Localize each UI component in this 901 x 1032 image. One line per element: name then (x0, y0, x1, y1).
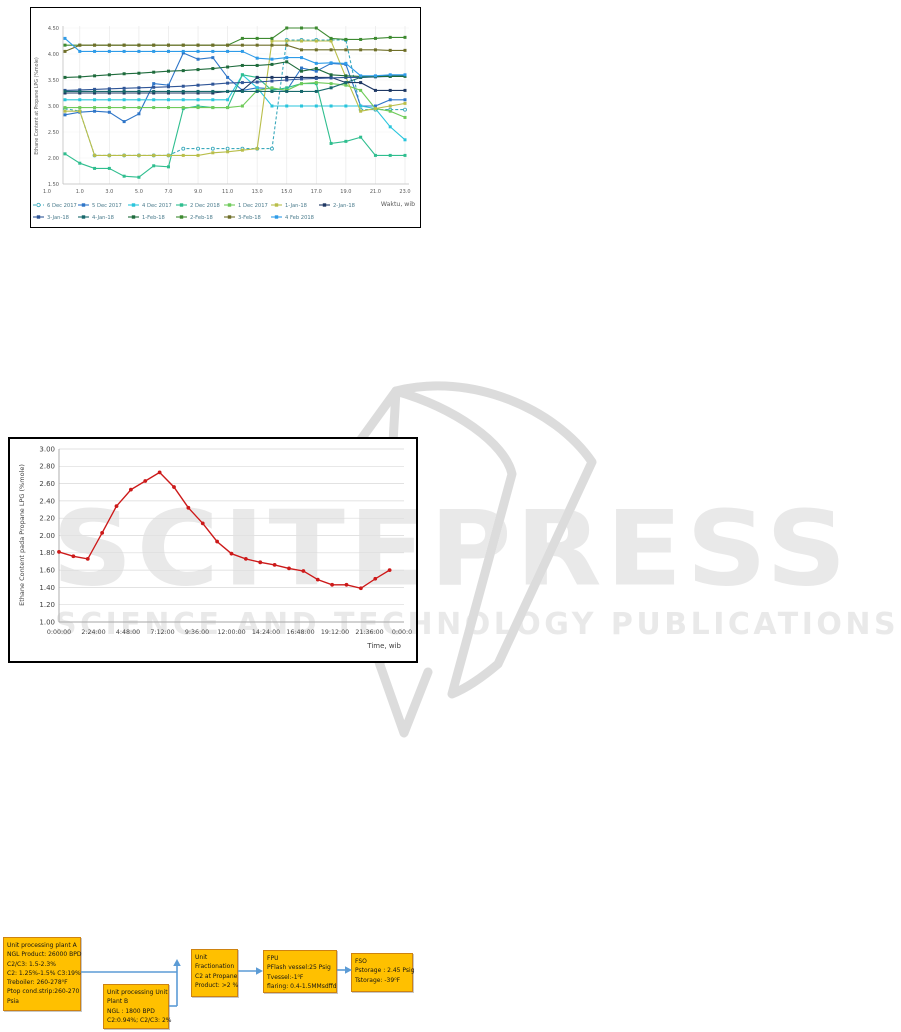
svg-text:2.00: 2.00 (39, 532, 55, 540)
svg-text:1.00: 1.00 (39, 618, 55, 626)
svg-text:2.50: 2.50 (48, 130, 59, 136)
flow-box-line: Unit processing Unit (107, 989, 168, 996)
flow-box-line: PFlash vessel:25 Psig (267, 964, 331, 972)
svg-text:3.00: 3.00 (48, 104, 59, 110)
svg-text:14:24:00: 14:24:00 (252, 629, 280, 636)
svg-text:17.0: 17.0 (311, 189, 322, 195)
svg-text:4 Dec 2017: 4 Dec 2017 (142, 203, 172, 209)
svg-text:Time, wib: Time, wib (366, 642, 401, 650)
ethane-content-daily-chart-svg: 1.50 2.00 2.50 3.00 3.50 4.00 4.50 1.0 1.0 3.0 5.0… (33, 26, 415, 221)
svg-text:4 Feb 2018: 4 Feb 2018 (285, 215, 314, 221)
flow-box-line: Ptop cond.strip:260-270 (7, 988, 80, 996)
svg-text:1.0: 1.0 (76, 189, 84, 195)
svg-text:2-Feb-18: 2-Feb-18 (190, 215, 213, 221)
svg-text:4.00: 4.00 (48, 52, 59, 58)
svg-text:2.40: 2.40 (39, 497, 55, 505)
flow-box-line: Treboiler: 260-278⁰F (7, 979, 68, 987)
flow-box-line: Psia (7, 997, 19, 1005)
svg-text:1.50: 1.50 (48, 182, 59, 188)
ethane-content-daily-chart: 1.50 2.00 2.50 3.00 3.50 4.00 4.50 1.0 1.0 3.0 5.0… (30, 7, 421, 228)
arrowhead-up-icon (173, 959, 181, 966)
flow-box-line: Plant B (107, 998, 129, 1006)
svg-text:12:00:00: 12:00:00 (217, 629, 245, 636)
flow-box-line: Fractionation (195, 963, 235, 971)
arrowhead-right-icon (256, 967, 263, 975)
svg-text:1.80: 1.80 (39, 549, 55, 557)
svg-text:7:12:00: 7:12:00 (150, 629, 174, 636)
flow-box-line: Tstorage: -39⁰F (355, 976, 401, 984)
svg-text:4:48:00: 4:48:00 (116, 629, 140, 636)
svg-text:11.0: 11.0 (222, 189, 233, 195)
svg-text:1.60: 1.60 (39, 567, 55, 575)
svg-text:3-Feb-18: 3-Feb-18 (238, 215, 261, 221)
flow-box-line: C2:0.94%; C2/C3: 2% (107, 1016, 172, 1024)
svg-text:5.0: 5.0 (135, 189, 143, 195)
flow-box-line: Pstorage : 2.45 Psig (355, 967, 415, 975)
svg-text:1.40: 1.40 (39, 584, 55, 592)
flow-box-line: Unit processing plant A (7, 942, 77, 949)
svg-text:15.0: 15.0 (281, 189, 292, 195)
flow-box-plant-a: Unit processing plant A NGL Product: 260… (3, 937, 81, 1011)
svg-text:2.20: 2.20 (39, 515, 55, 523)
svg-text:19.0: 19.0 (340, 189, 351, 195)
svg-text:9.0: 9.0 (194, 189, 202, 195)
svg-text:2.00: 2.00 (48, 156, 59, 162)
svg-text:3.00: 3.00 (39, 445, 55, 453)
svg-text:2.80: 2.80 (39, 463, 55, 471)
svg-text:6 Dec 2017: 6 Dec 2017 (47, 203, 77, 209)
flow-box-line: NGL Product: 26000 BPD (7, 951, 82, 959)
svg-text:2-Jan-18: 2-Jan-18 (333, 203, 355, 209)
svg-text:2 Dec 2018: 2 Dec 2018 (190, 203, 220, 209)
flow-box-line: NGL : 1800 BPD (107, 1007, 155, 1015)
svg-text:21.0: 21.0 (370, 189, 381, 195)
svg-text:0:00:00: 0:00:00 (47, 629, 71, 636)
flow-box-line: C2 at Propane (195, 972, 238, 980)
svg-text:Ethane Content pada Propane LP: Ethane Content pada Propane LPG (%mole) (18, 464, 26, 606)
svg-text:9:36:00: 9:36:00 (185, 629, 209, 636)
svg-text:1 Dec 2017: 1 Dec 2017 (238, 203, 268, 209)
watermark-subtitle: SCIENCE AND TECHNOLOGY PUBLICATIONS (55, 607, 900, 642)
flow-box-line: Tvessel:-1⁰F (267, 973, 304, 981)
watermark-title: SCITEPRESS (52, 489, 851, 610)
svg-text:4-Jan-18: 4-Jan-18 (92, 215, 114, 221)
svg-text:3.0: 3.0 (105, 189, 113, 195)
flow-box-line: C2: 1.25%-1.5% C3:19% (7, 969, 81, 977)
flow-box-fso: FSO Pstorage : 2.45 Psig Tstorage: -39⁰F (351, 953, 415, 992)
svg-text:4.50: 4.50 (48, 26, 59, 32)
svg-text:23.0: 23.0 (399, 189, 410, 195)
svg-text:Waktu, wib: Waktu, wib (381, 201, 415, 208)
svg-text:1.0: 1.0 (43, 189, 51, 195)
svg-text:2.60: 2.60 (39, 480, 55, 488)
svg-text:7.0: 7.0 (165, 189, 173, 195)
flow-box-line: FSO (355, 958, 367, 965)
flow-box-line: FPU (267, 955, 279, 962)
flow-box-line: Product: >2 % (195, 981, 239, 989)
svg-text:5 Dec 2017: 5 Dec 2017 (92, 203, 122, 209)
flow-box-fpu: FPU PFlash vessel:25 Psig Tvessel:-1⁰F f… (263, 950, 337, 993)
svg-text:1-Feb-18: 1-Feb-18 (142, 215, 165, 221)
svg-text:1-Jan-18: 1-Jan-18 (285, 203, 307, 209)
svg-text:13.0: 13.0 (252, 189, 263, 195)
svg-text:3.50: 3.50 (48, 78, 59, 84)
svg-text:1.20: 1.20 (39, 601, 55, 609)
flow-box-line: C2/C3: 1.5-2.3% (7, 960, 56, 968)
flow-box-line: flaring: 0.4-1.5MMsdffd (267, 982, 337, 990)
svg-text:2:24:00: 2:24:00 (81, 629, 105, 636)
svg-text:Ethane Content at Propane LPG: Ethane Content at Propane LPG (%mole) (34, 57, 40, 155)
flow-box-fractionation: Unit Fractionation C2 at Propane Product… (191, 949, 238, 997)
svg-text:16:48:00: 16:48:00 (286, 629, 314, 636)
flow-box-line: Unit (195, 954, 208, 961)
svg-text:3-Jan-18: 3-Jan-18 (47, 215, 69, 221)
flow-box-plant-b: Unit processing Unit Plant B NGL : 1800 … (103, 984, 172, 1029)
